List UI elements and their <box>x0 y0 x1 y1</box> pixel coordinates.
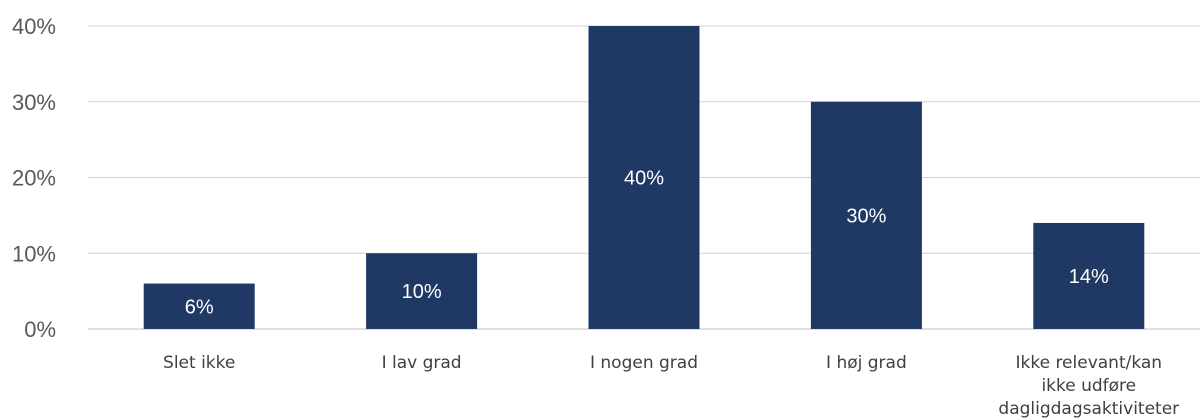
data-label: 40% <box>624 168 664 190</box>
x-axis-labels: Slet ikke I lav grad I nogen grad I høj gra… <box>163 353 1179 419</box>
y-tick-label: 10% <box>12 241 56 266</box>
bar <box>143 283 255 329</box>
x-tick-label: I lav grad <box>382 353 462 373</box>
x-tick-label: Slet ikke <box>163 353 235 373</box>
x-tick-label: Ikke relevant/kan ikke udføre dagligdagsak… <box>998 353 1179 419</box>
bar <box>366 253 478 329</box>
x-tick-label: I høj grad <box>826 353 907 373</box>
data-label: 6% <box>185 296 214 318</box>
y-tick-label: 0% <box>24 317 56 342</box>
data-labels-layer: 6% 10% 40% 30% 14% <box>185 168 1109 319</box>
bar <box>1033 222 1145 329</box>
data-label: 10% <box>402 281 442 303</box>
data-label: 30% <box>846 205 886 227</box>
bar <box>588 26 700 329</box>
data-label: 14% <box>1069 266 1109 288</box>
y-tick-label: 30% <box>12 90 56 115</box>
bar <box>810 101 922 329</box>
y-axis-ticks: 0% 10% 20% 30% 40% <box>12 14 56 342</box>
y-tick-label: 40% <box>12 14 56 39</box>
y-tick-label: 20% <box>12 166 56 191</box>
bars-layer <box>143 26 1145 329</box>
x-tick-label: I nogen grad <box>590 353 698 373</box>
